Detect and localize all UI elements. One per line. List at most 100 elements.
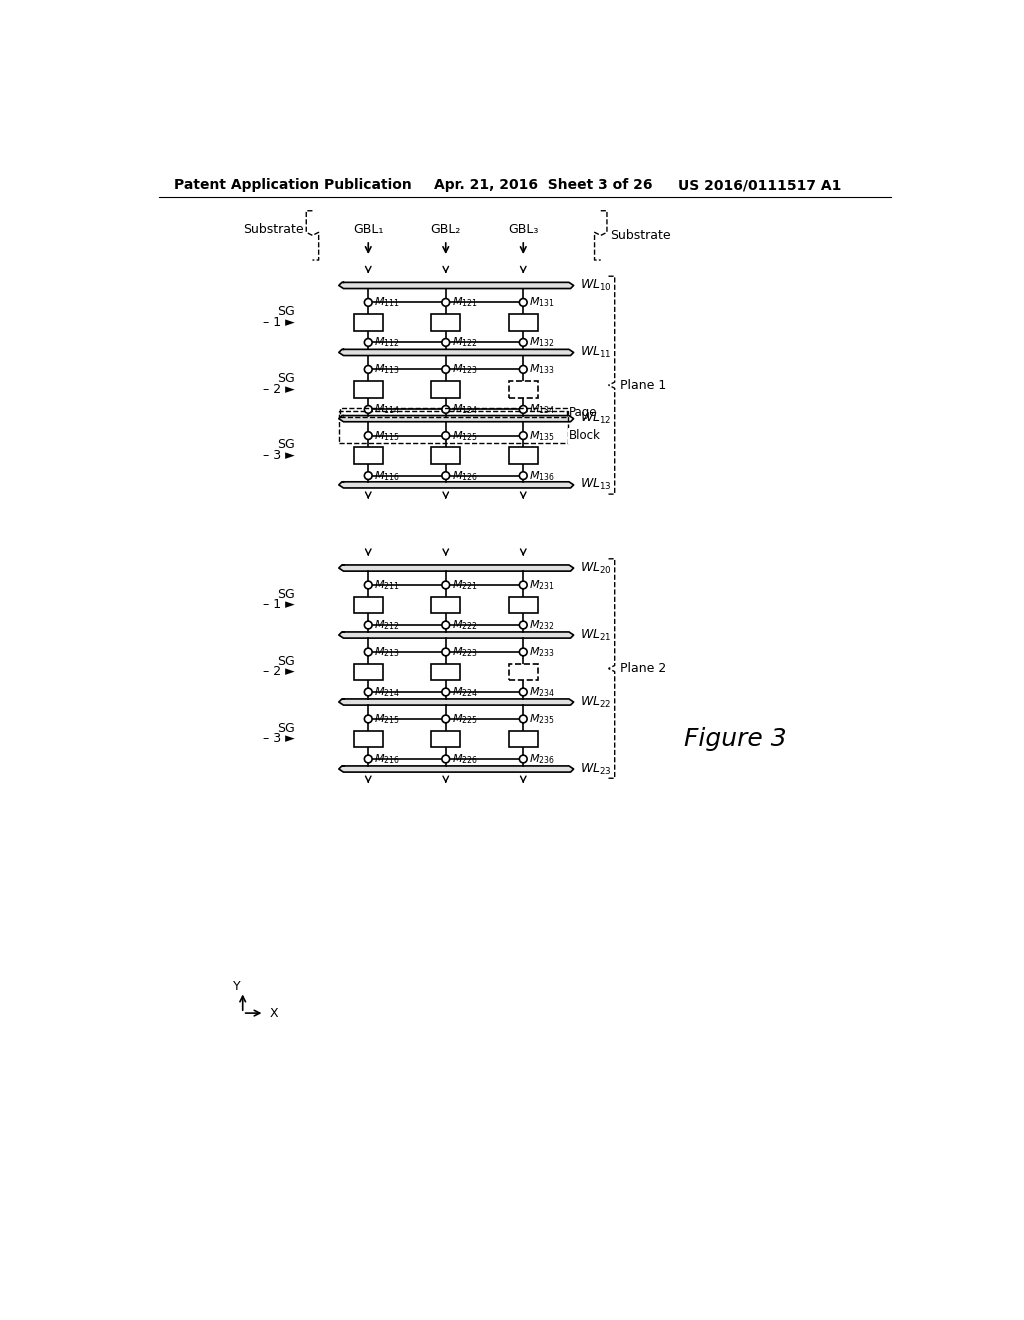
Text: $WL_{11}$: $WL_{11}$ [580,345,611,360]
Circle shape [442,622,450,628]
Text: $LBL_{21}$: $LBL_{21}$ [430,315,462,329]
Text: $M_{225}$: $M_{225}$ [452,711,478,726]
Text: GBL₁: GBL₁ [353,223,383,236]
Text: $M_{122}$: $M_{122}$ [452,335,477,350]
Text: $LBL_{23}$: $LBL_{23}$ [430,733,462,746]
Text: $M_{115}$: $M_{115}$ [375,429,400,442]
Bar [509,314,538,331]
Text: Apr. 21, 2016  Sheet 3 of 26: Apr. 21, 2016 Sheet 3 of 26 [434,178,652,193]
Text: Y: Y [232,981,241,994]
Text: $WL_{22}$: $WL_{22}$ [580,694,611,710]
Polygon shape [339,282,573,289]
Text: $M_{224}$: $M_{224}$ [452,685,478,698]
Text: $M_{125}$: $M_{125}$ [452,429,478,442]
Circle shape [519,715,527,723]
Circle shape [365,471,372,479]
Bar [431,381,461,397]
Circle shape [519,298,527,306]
Circle shape [519,688,527,696]
Text: $LBL_{11}$: $LBL_{11}$ [352,598,384,612]
Text: X: X [270,1007,279,1019]
Text: $LBL_{13}$: $LBL_{13}$ [352,449,384,462]
Text: $LBL_{11}$: $LBL_{11}$ [352,315,384,329]
Polygon shape [339,416,573,422]
Bar [353,664,383,681]
Circle shape [442,405,450,413]
Text: $M_{132}$: $M_{132}$ [529,335,555,350]
Circle shape [365,581,372,589]
Text: $M_{213}$: $M_{213}$ [375,645,400,659]
Text: $LBL_{31}$: $LBL_{31}$ [508,315,539,329]
Bar [509,381,538,397]
Bar [431,597,461,614]
Text: $LBL_{32}$: $LBL_{32}$ [508,665,539,678]
Bar [353,730,383,747]
Bar [353,447,383,465]
Text: $LBL_{12}$: $LBL_{12}$ [352,665,384,678]
Text: $WL_{21}$: $WL_{21}$ [580,627,611,643]
Polygon shape [339,482,573,488]
Text: SG: SG [276,655,295,668]
Polygon shape [339,565,573,572]
Bar [353,597,383,614]
Text: $LBL_{33}$: $LBL_{33}$ [508,733,539,746]
Text: Substrate: Substrate [244,223,304,236]
Circle shape [442,755,450,763]
Text: $M_{116}$: $M_{116}$ [375,469,400,483]
Text: Block: Block [569,429,601,442]
Circle shape [519,471,527,479]
Text: – 1 ►: – 1 ► [263,598,295,611]
Circle shape [442,471,450,479]
Text: $LBL_{22}$: $LBL_{22}$ [430,383,461,396]
Polygon shape [339,766,573,772]
Text: $M_{215}$: $M_{215}$ [375,711,400,726]
Text: Figure 3: Figure 3 [684,727,787,751]
Text: $LBL_{12}$: $LBL_{12}$ [352,383,384,396]
Text: $M_{221}$: $M_{221}$ [452,578,477,591]
Text: – 3 ►: – 3 ► [263,733,295,746]
Circle shape [519,366,527,374]
Text: – 2 ►: – 2 ► [263,665,295,678]
Bar [509,447,538,465]
Text: $M_{226}$: $M_{226}$ [452,752,478,766]
Text: – 3 ►: – 3 ► [263,449,295,462]
Bar [509,664,538,681]
Circle shape [365,298,372,306]
Text: $LBL_{21}$: $LBL_{21}$ [430,598,462,612]
Text: $M_{134}$: $M_{134}$ [529,403,555,416]
Text: $M_{231}$: $M_{231}$ [529,578,555,591]
Bar [509,597,538,614]
Circle shape [365,755,372,763]
Text: $M_{113}$: $M_{113}$ [375,363,400,376]
Text: $M_{123}$: $M_{123}$ [452,363,478,376]
Circle shape [519,432,527,440]
Text: $WL_{23}$: $WL_{23}$ [580,762,611,776]
Text: Page: Page [569,407,597,418]
Circle shape [442,581,450,589]
Text: Plane 1: Plane 1 [621,379,667,392]
Bar [509,730,538,747]
Text: – 1 ►: – 1 ► [263,315,295,329]
Text: $M_{124}$: $M_{124}$ [452,403,478,416]
Polygon shape [339,632,573,638]
Text: $M_{212}$: $M_{212}$ [375,618,400,632]
Circle shape [442,366,450,374]
Circle shape [365,648,372,656]
Text: $M_{234}$: $M_{234}$ [529,685,555,698]
Text: $M_{222}$: $M_{222}$ [452,618,477,632]
Text: $M_{236}$: $M_{236}$ [529,752,555,766]
Text: SG: SG [276,587,295,601]
Text: $M_{114}$: $M_{114}$ [375,403,400,416]
Text: $WL_{10}$: $WL_{10}$ [580,279,611,293]
Text: SG: SG [276,438,295,451]
Text: $LBL_{22}$: $LBL_{22}$ [430,665,461,678]
Text: $M_{126}$: $M_{126}$ [452,469,478,483]
Circle shape [365,715,372,723]
Text: $M_{233}$: $M_{233}$ [529,645,555,659]
Text: SG: SG [276,372,295,385]
Bar [431,730,461,747]
Text: $M_{112}$: $M_{112}$ [375,335,400,350]
Text: US 2016/0111517 A1: US 2016/0111517 A1 [678,178,842,193]
Circle shape [365,432,372,440]
Circle shape [365,622,372,628]
